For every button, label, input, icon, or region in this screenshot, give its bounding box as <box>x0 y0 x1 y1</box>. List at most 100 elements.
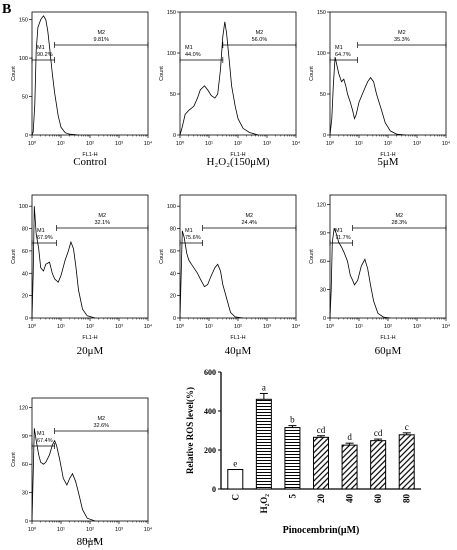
panel-caption: 5μM <box>377 156 398 168</box>
plot-frame <box>329 194 447 319</box>
y-axis-label: Count <box>11 66 17 81</box>
histogram-curve <box>329 57 406 136</box>
gate-label: M2 <box>395 213 403 219</box>
histogram-curve <box>31 15 79 136</box>
y-tick-label: 50 <box>22 95 28 101</box>
x-axis-label: FL1-H <box>380 335 395 341</box>
gate-percent: 24.4% <box>241 220 257 226</box>
gate-label: M2 <box>97 416 105 422</box>
histogram-curve <box>179 230 244 319</box>
x-tick-label: 10⁴ <box>442 323 451 330</box>
panel-caption: 20μM <box>77 345 104 357</box>
significance-letter: cd <box>374 428 383 438</box>
significance-letter: e <box>233 459 237 469</box>
gate-percent: 67.9% <box>37 235 53 241</box>
x-tick-label: 10³ <box>263 324 271 330</box>
x-axis-label: FL1-H <box>82 152 97 158</box>
gate-percent: 9.81% <box>93 37 109 43</box>
plot-frame <box>179 11 297 136</box>
y-tick-label: 90 <box>320 231 326 237</box>
y-tick-label: 30 <box>22 491 28 497</box>
y-tick-label: 150 <box>167 10 176 16</box>
panel-caption: H₂O₂(150μM) <box>206 156 269 168</box>
x-tick-label: 10² <box>86 527 94 533</box>
y-tick-label: 20 <box>22 294 28 300</box>
y-tick-label: 30 <box>320 288 326 294</box>
significance-letter: d <box>347 432 352 442</box>
bar-category-label: 80 <box>402 494 412 504</box>
y-tick-label: 80 <box>22 227 28 233</box>
y-tick-label: 60 <box>170 249 176 255</box>
y-tick-label: 0 <box>25 316 28 322</box>
x-tick-label: 10⁴ <box>144 526 153 533</box>
panel-label: B <box>2 2 11 17</box>
y-tick-label: 0 <box>323 133 326 139</box>
x-axis-label: FL1-H <box>82 335 97 341</box>
x-tick-label: 10² <box>234 141 242 147</box>
x-tick-label: 10³ <box>115 527 123 533</box>
y-axis-label: Count <box>11 452 17 467</box>
y-tick-label: 150 <box>19 18 28 24</box>
bar-category-label: H₂O₂ <box>259 494 269 514</box>
x-tick-label: 10¹ <box>205 324 213 330</box>
gate-percent: 75.6% <box>185 235 201 241</box>
bar-y-axis-label: Relative ROS level(%) <box>185 387 195 474</box>
x-tick-label: 10² <box>384 141 392 147</box>
x-tick-label: 10⁰ <box>326 140 335 147</box>
y-tick-label: 100 <box>317 51 326 57</box>
x-tick-label: 10⁰ <box>28 323 37 330</box>
y-tick-label: 0 <box>323 316 326 322</box>
gate-percent: 56.0% <box>252 37 268 43</box>
gate-label: M1 <box>37 228 45 234</box>
x-tick-label: 10⁰ <box>28 526 37 533</box>
gate-percent: 32.1% <box>94 220 110 226</box>
x-tick-label: 10¹ <box>205 141 213 147</box>
histogram-curve <box>179 21 259 136</box>
x-tick-label: 10³ <box>115 141 123 147</box>
bar-category-label: 5 <box>287 494 297 499</box>
gate-label: M1 <box>37 45 45 51</box>
x-axis-label: FL1-H <box>380 152 395 158</box>
bar-category-label: C <box>230 494 240 501</box>
bar <box>284 427 301 490</box>
plot-frame <box>329 11 447 136</box>
y-tick-label: 50 <box>320 92 326 98</box>
gate-percent: 32.6% <box>93 423 109 429</box>
x-tick-label: 10¹ <box>355 324 363 330</box>
x-tick-label: 10⁰ <box>176 323 185 330</box>
y-axis-label: Count <box>159 249 165 264</box>
bar <box>255 398 272 490</box>
x-tick-label: 10⁰ <box>326 323 335 330</box>
significance-letter: b <box>290 415 295 425</box>
y-tick-label: 20 <box>170 294 176 300</box>
gate-label: M2 <box>398 30 406 36</box>
x-tick-label: 10¹ <box>57 324 65 330</box>
gate-label: M1 <box>185 228 193 234</box>
y-axis-label: Count <box>309 249 315 264</box>
plot-frame <box>31 11 149 136</box>
bar-y-tick-label: 0 <box>212 485 216 494</box>
x-tick-label: 10⁴ <box>144 140 153 147</box>
plot-frame <box>31 397 149 522</box>
x-tick-label: 10² <box>234 324 242 330</box>
bar-category-label: 60 <box>373 494 383 504</box>
y-tick-label: 60 <box>22 249 28 255</box>
x-tick-label: 10³ <box>263 141 271 147</box>
y-tick-label: 0 <box>173 133 176 139</box>
panel-caption: Control <box>73 156 107 168</box>
bar-y-tick-label: 200 <box>204 446 216 455</box>
bar-x-axis-label: Pinocembrin(μM) <box>283 525 360 536</box>
y-tick-label: 100 <box>167 204 176 210</box>
gate-percent: 71.7% <box>335 235 351 241</box>
x-tick-label: 10² <box>86 324 94 330</box>
gate-percent: 67.4% <box>37 438 53 444</box>
